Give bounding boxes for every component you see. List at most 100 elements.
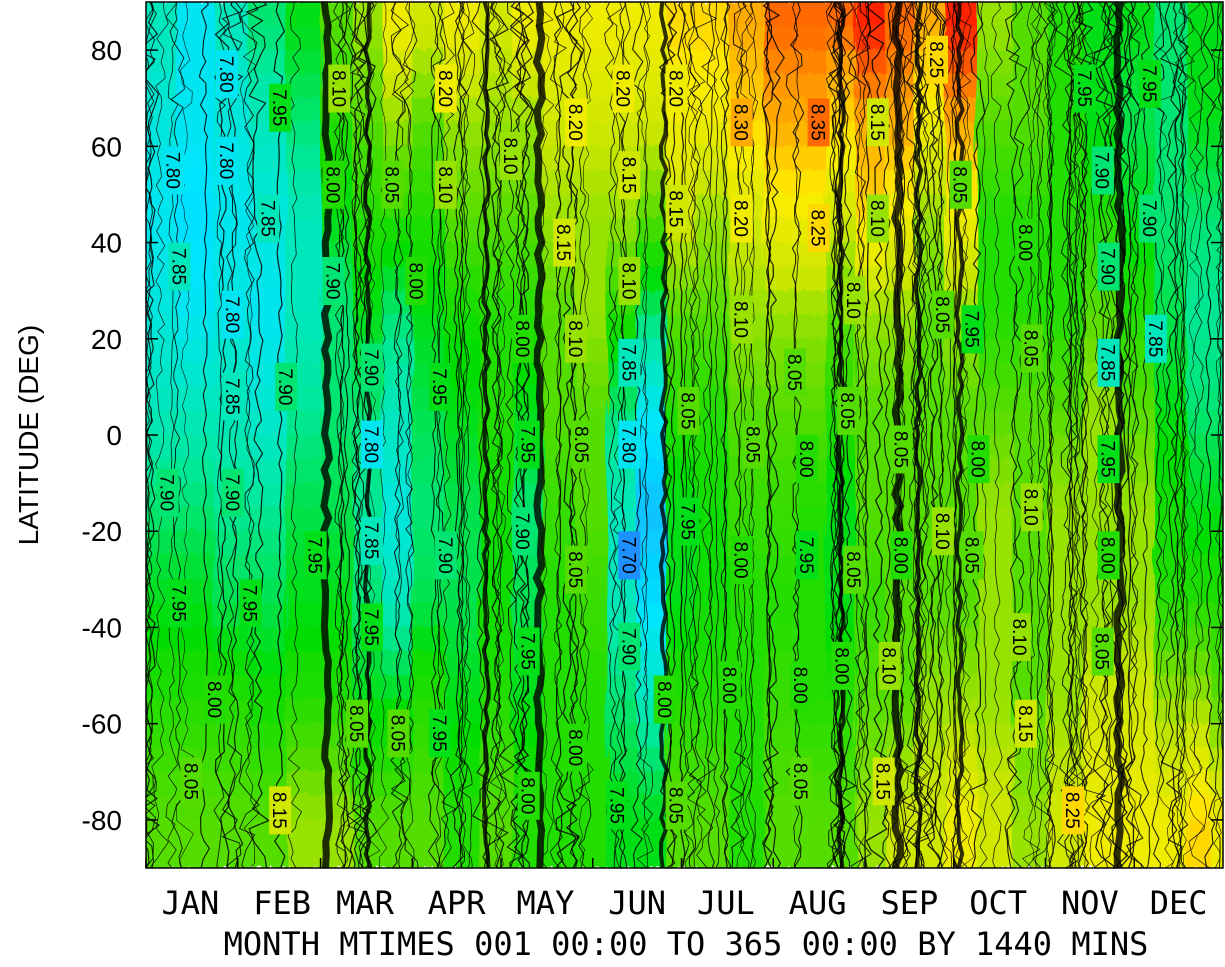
heatmap-cell [607, 843, 638, 868]
contour-label: 7.95 [239, 579, 262, 628]
contour-labels: 7.80 7.85 7.90 7.95 8.00 8.05 7.80 7.80 7.80 7.85… [156, 35, 1167, 835]
heatmap-cell [1210, 145, 1223, 171]
heatmap-cell [382, 25, 413, 51]
y-axis-label: LATITUDE (DEG) [13, 325, 44, 545]
heatmap-cell [176, 530, 215, 556]
heatmap-cell [286, 434, 323, 460]
heatmap-cell [796, 25, 828, 51]
contour-line [1063, 2, 1084, 868]
contour-label-text: 8.30 [730, 104, 751, 141]
contour-line [836, 2, 857, 868]
contour-line [1177, 2, 1189, 868]
heatmap-cell [1210, 675, 1223, 701]
heatmap-cell [382, 2, 413, 27]
heatmap-cell [728, 602, 765, 628]
heatmap-cell [728, 169, 765, 195]
contour-label: 8.15 [1014, 699, 1037, 748]
contour-line [549, 2, 567, 868]
heatmap-cell [1083, 747, 1120, 773]
heatmap-cell [763, 578, 798, 604]
heatmap-cell [382, 530, 413, 556]
contour-label: 8.00 [653, 675, 676, 724]
contour-label: 8.00 [564, 723, 587, 772]
heatmap-cell [1083, 410, 1120, 436]
heatmap-cell [1186, 843, 1212, 868]
heatmap-cell [382, 458, 413, 484]
contour-label-text: 7.95 [961, 311, 982, 348]
contour-label: 8.00 [795, 435, 818, 484]
heatmap-cell [249, 434, 288, 460]
contour-label-text: 8.20 [665, 70, 686, 107]
heatmap-cell [1012, 25, 1049, 51]
heatmap-cell [796, 266, 828, 292]
contour-label-text: 7.80 [215, 56, 236, 93]
contour-line [198, 2, 211, 868]
x-tick-label: MAY [517, 884, 575, 922]
contour-label: 7.85 [168, 242, 191, 291]
heatmap-cell [1210, 266, 1223, 292]
heatmap-cell [382, 338, 413, 364]
heatmap-cell [728, 73, 765, 99]
heatmap-cell [728, 145, 765, 171]
heatmap-cell [1012, 771, 1049, 797]
heatmap-cell [796, 602, 828, 628]
contour-label: 8.20 [730, 194, 753, 243]
contour-line [454, 2, 469, 868]
contour-label: 7.80 [162, 146, 185, 195]
contour-label: 8.05 [1020, 324, 1043, 373]
contour-label-text: 8.05 [783, 354, 804, 391]
contour-line [238, 2, 260, 868]
heatmap-cell [1186, 723, 1212, 749]
contour-label: 8.30 [730, 98, 753, 147]
heatmap-cell [249, 145, 288, 171]
contour-label-text: 7.90 [221, 474, 242, 511]
heatmap-cell [1186, 554, 1212, 580]
heatmap-cell [1210, 747, 1223, 773]
contour-label-text: 7.95 [428, 368, 449, 405]
contour-label: 8.00 [1014, 218, 1037, 267]
heatmap-cell [976, 699, 1014, 725]
contour-label-text: 8.25 [1061, 792, 1082, 829]
heatmap-cell [574, 602, 609, 628]
contour-line [1160, 2, 1184, 868]
contour-label-text: 8.05 [564, 551, 585, 588]
contour-label: 8.00 [718, 661, 741, 710]
y-tick-label: 20 [91, 324, 122, 355]
heatmap-cell [411, 2, 446, 27]
heatmap-cell [1210, 795, 1223, 821]
contour-label: 8.05 [345, 699, 369, 748]
heatmap-cell [1047, 242, 1085, 268]
contour-line [1063, 2, 1076, 868]
contour-line [245, 2, 271, 868]
contour-line [1214, 2, 1223, 868]
heatmap-cell [176, 482, 215, 508]
contour-label-text: 8.10 [499, 138, 520, 175]
contour-label-text: 7.95 [795, 537, 816, 574]
heatmap-cell [1186, 145, 1212, 171]
contour-label-text: 8.20 [564, 104, 585, 141]
contour-label-text: 8.25 [925, 41, 946, 78]
contour-label-text: 8.15 [665, 190, 686, 227]
contour-label: 8.20 [434, 64, 457, 113]
heatmap-cell [728, 506, 765, 532]
contour-line [1071, 2, 1081, 868]
heatmap-cell [249, 314, 288, 340]
x-axis: JAN FEB MAR APR MAY JUN JUL AUG SEP OCT NOV DEC [145, 858, 1208, 922]
contour-line [1201, 2, 1217, 868]
contour-line [146, 2, 157, 868]
heatmap-cell [695, 626, 730, 652]
heatmap-cell [796, 290, 828, 316]
contour-label-text: 7.90 [360, 349, 381, 386]
heatmap-cell [1186, 699, 1212, 725]
contour-label: 8.05 [890, 425, 913, 474]
contour-label: 7.80 [215, 136, 238, 185]
contour-line [146, 2, 161, 868]
heatmap-cell [796, 723, 828, 749]
heatmap-cell [286, 242, 323, 268]
contour-label: 8.00 [789, 661, 812, 710]
heatmap-cell [1186, 530, 1212, 556]
contour-line [535, 2, 555, 868]
contour-label: 8.05 [961, 531, 984, 580]
heatmap-cell [1083, 578, 1120, 604]
